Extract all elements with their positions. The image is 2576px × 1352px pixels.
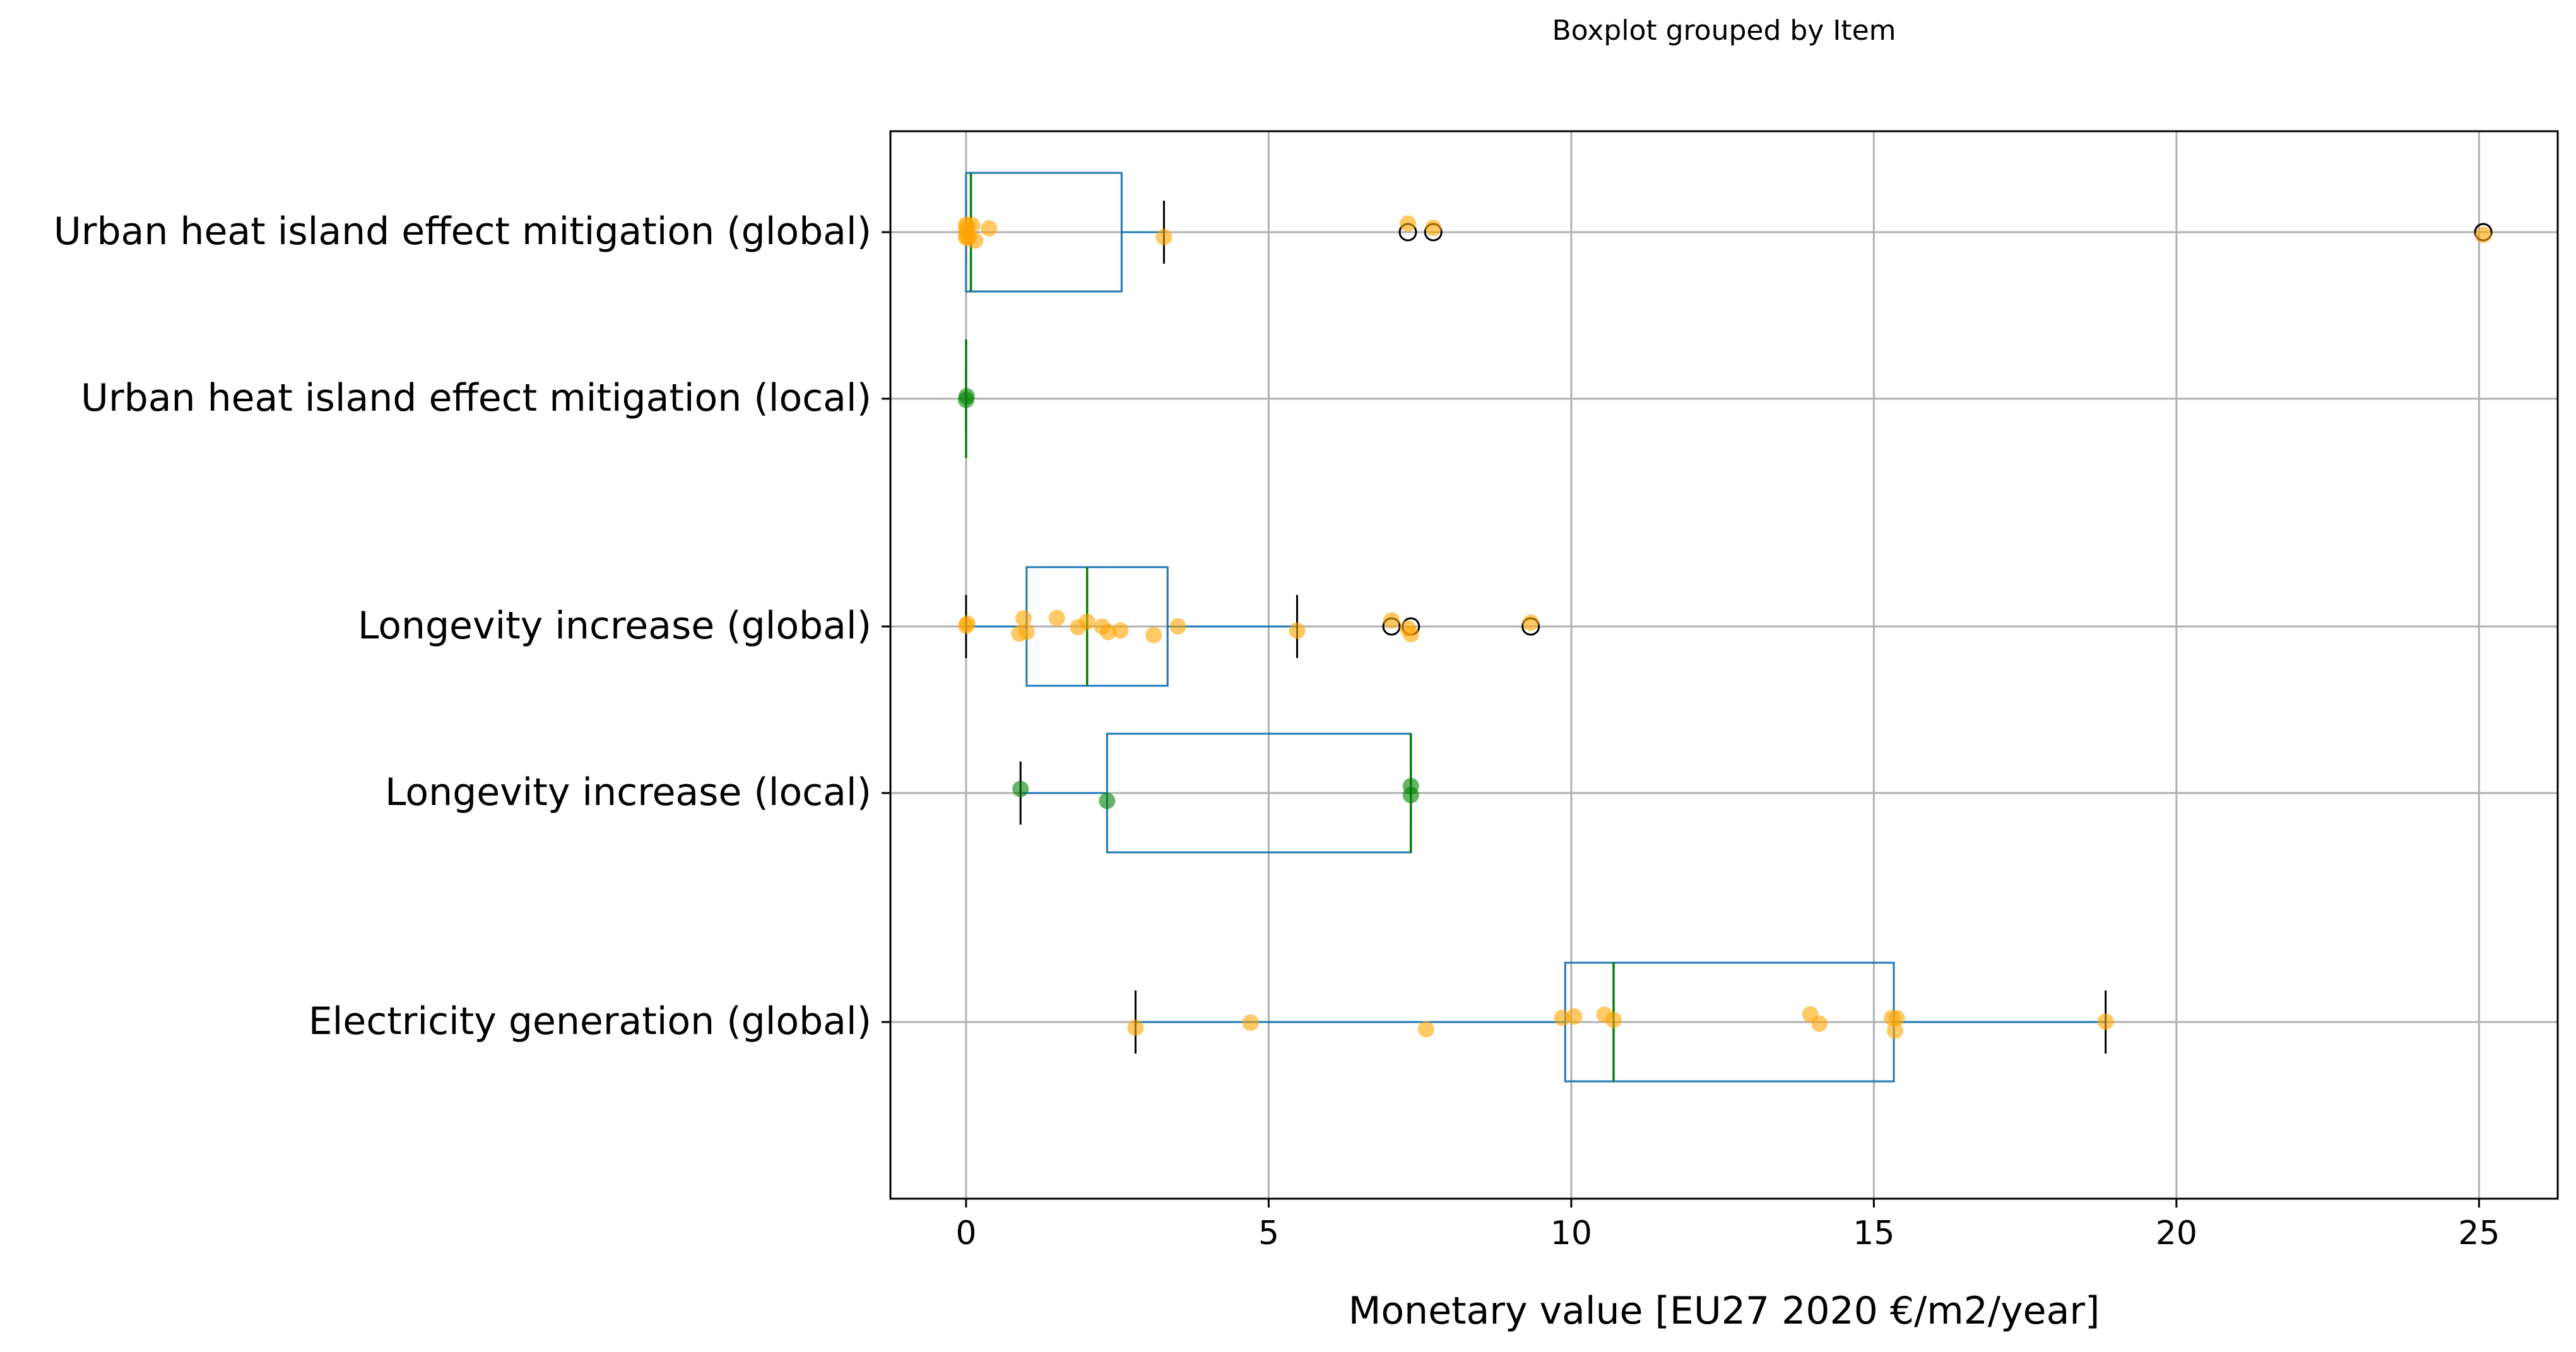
data-point: [1811, 1015, 1828, 1032]
data-point: [1522, 614, 1539, 631]
y-tick-label: Electricity generation (global): [309, 999, 871, 1043]
data-point: [1127, 1020, 1144, 1037]
data-point: [1078, 613, 1096, 630]
data-point: [981, 220, 998, 237]
data-point: [1015, 609, 1032, 626]
box-group: [957, 172, 2493, 293]
chart-title: Boxplot grouped by Item: [1552, 15, 1896, 47]
data-point: [2475, 226, 2492, 244]
x-tick-label: 20: [2156, 1214, 2197, 1252]
data-point: [1289, 622, 1306, 639]
data-point: [1554, 1009, 1571, 1026]
x-tick-label: 15: [1853, 1214, 1894, 1252]
x-tick-label: 10: [1551, 1214, 1592, 1252]
data-point: [1888, 1009, 1905, 1026]
data-point: [1145, 626, 1162, 644]
data-point: [1099, 792, 1116, 809]
data-point: [1048, 609, 1065, 626]
data-point: [1566, 1008, 1583, 1025]
data-point: [1169, 618, 1186, 635]
x-axis: 0 5 10 15 20 25: [955, 1199, 2500, 1252]
plot-frame: [889, 130, 2559, 1200]
data-point: [1425, 220, 1442, 237]
y-tick-label: Urban heat island effect mitigation (glo…: [54, 209, 871, 254]
data-point: [1155, 228, 1173, 245]
y-tick-label: Longevity increase (local): [385, 770, 871, 814]
data-point: [1012, 780, 1029, 797]
y-axis: Urban heat island effect mitigation (glo…: [54, 209, 890, 1043]
y-tick-label: Urban heat island effect mitigation (loc…: [81, 376, 871, 420]
data-point: [959, 615, 976, 632]
x-axis-label: Monetary value [EU27 2020 €/m2/year]: [1349, 1289, 2100, 1333]
data-point: [1417, 1021, 1434, 1038]
data-point: [1402, 626, 1419, 643]
data-point: [967, 232, 984, 249]
data-point: [1605, 1011, 1622, 1028]
y-tick-label: Longevity increase (global): [358, 604, 871, 648]
data-point: [1399, 215, 1416, 232]
data-point: [1402, 777, 1419, 794]
box-group: [957, 566, 1540, 687]
data-point: [958, 388, 975, 405]
box-group: [1012, 732, 1419, 854]
data-point: [1018, 623, 1035, 640]
data-point: [964, 217, 981, 234]
data-point: [2097, 1013, 2114, 1030]
data-point: [1112, 622, 1129, 639]
grid-layer: [890, 131, 2558, 1199]
data-point: [1242, 1014, 1259, 1032]
box-group: [1127, 961, 2114, 1083]
x-tick-label: 5: [1258, 1214, 1279, 1252]
box-group: [957, 339, 975, 458]
x-tick-label: 25: [2458, 1214, 2500, 1252]
x-tick-label: 0: [955, 1214, 976, 1252]
data-point: [1383, 612, 1400, 629]
data-layer: [957, 172, 2493, 1083]
data-point: [1886, 1022, 1903, 1039]
data-point: [1100, 623, 1117, 640]
